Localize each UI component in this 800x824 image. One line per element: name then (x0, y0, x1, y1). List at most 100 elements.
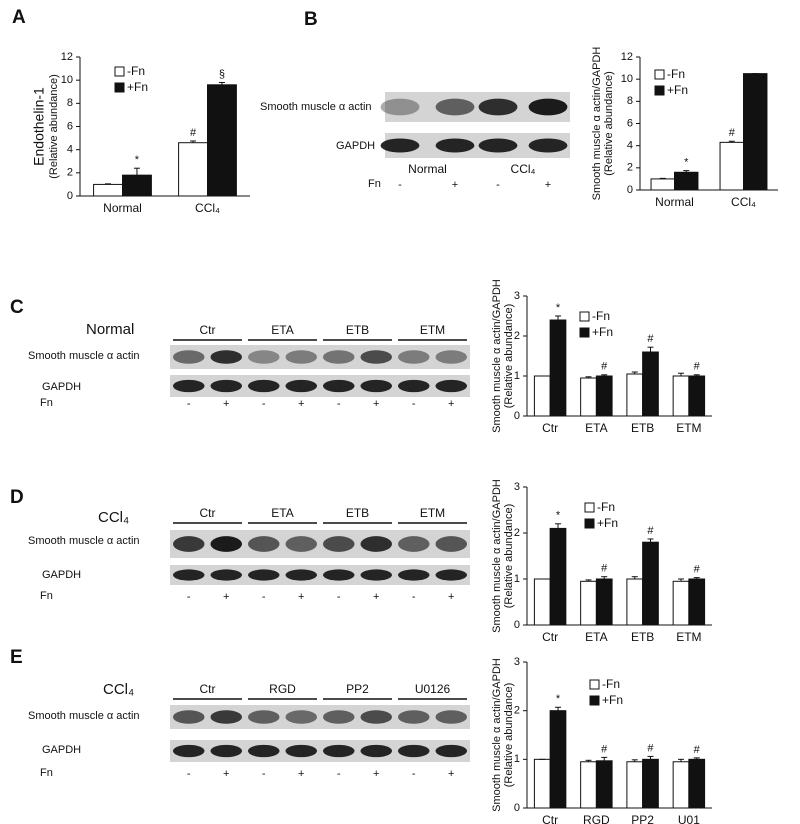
x-tick-label: Normal (103, 201, 142, 215)
fn-sign: + (298, 591, 304, 603)
y-tick-label: 1 (514, 573, 520, 585)
bar (533, 578, 551, 626)
y-axis-label: (Relative abundance) (503, 504, 515, 609)
significance-mark: # (601, 743, 608, 755)
blot-band (360, 744, 392, 758)
fn-sign: + (448, 768, 454, 780)
blot-band (360, 536, 392, 552)
blot-band (398, 744, 430, 758)
panel-letter: B (304, 9, 318, 30)
blot-band (360, 379, 392, 393)
blot-group-label: ETB (346, 323, 369, 337)
blot-band (285, 710, 317, 724)
blot-group-label: RGD (269, 682, 296, 696)
x-tick-label: ETB (631, 421, 654, 435)
y-axis-label: Smooth muscle α actin/GAPDH (491, 658, 503, 812)
y-tick-label: 3 (514, 656, 520, 668)
x-tick-label: U01 (678, 813, 700, 824)
blot-group-label: ETA (271, 323, 293, 337)
blot-band (248, 536, 280, 552)
blot-group-label: PP2 (346, 682, 369, 696)
y-tick-label: 12 (61, 51, 73, 63)
fn-sign: - (337, 398, 341, 410)
y-tick-label: 3 (514, 290, 520, 302)
y-tick-label: 10 (61, 74, 73, 86)
legend-label: -Fn (602, 677, 620, 691)
panel-letter: D (10, 487, 24, 508)
significance-mark: * (556, 693, 561, 705)
y-tick-label: 3 (514, 481, 520, 493)
x-tick-label: PP2 (631, 813, 654, 824)
y-tick-label: 6 (627, 117, 633, 129)
legend-label: +Fn (127, 80, 148, 94)
fn-sign: - (337, 591, 341, 603)
blot-band (210, 744, 242, 758)
legend-swatch (654, 69, 665, 80)
bar (626, 578, 644, 626)
blot-band (398, 379, 430, 393)
bar (549, 527, 567, 626)
blot-band (360, 350, 392, 364)
blot-band (398, 710, 430, 724)
blot-band (173, 350, 205, 364)
legend-label: -Fn (592, 309, 610, 323)
fn-sign: + (448, 591, 454, 603)
blot-band (285, 379, 317, 393)
x-tick-label: Normal (655, 195, 694, 209)
blot-group-label: ETA (271, 506, 293, 520)
blot-row-label: GAPDH (42, 569, 81, 581)
significance-mark: # (190, 127, 197, 139)
legend-label: +Fn (667, 83, 688, 97)
fn-sign: - (262, 398, 266, 410)
significance-mark: # (647, 333, 654, 345)
bar (533, 375, 551, 417)
blot-row-label: GAPDH (42, 381, 81, 393)
y-tick-label: 10 (621, 73, 633, 85)
blot-band (323, 379, 355, 393)
fn-sign: + (452, 179, 458, 191)
blot-band (435, 710, 467, 724)
y-tick-label: 0 (67, 190, 73, 202)
significance-mark: # (601, 563, 608, 575)
blot-band (435, 569, 467, 581)
bar (672, 375, 690, 417)
legend-swatch (589, 695, 600, 706)
bar (688, 758, 706, 809)
x-tick-label: Ctr (542, 630, 558, 644)
y-tick-label: 8 (67, 97, 73, 109)
blot-band (210, 536, 242, 552)
significance-mark: # (647, 742, 654, 754)
y-tick-label: 2 (627, 162, 633, 174)
legend-label: +Fn (602, 693, 623, 707)
blot-band (435, 138, 475, 153)
blot-group-label: ETM (420, 323, 445, 337)
blot-row-label: GAPDH (42, 744, 81, 756)
blot-row-label: Smooth muscle α actin (260, 101, 372, 113)
blot-band (380, 138, 420, 153)
blot-band (478, 138, 518, 153)
fn-label: Fn (40, 590, 53, 602)
blot-band (210, 710, 242, 724)
fn-sign: - (496, 179, 500, 191)
y-tick-label: 4 (627, 140, 633, 152)
blot-row-label: Smooth muscle α actin (28, 710, 140, 722)
significance-mark: * (556, 510, 561, 522)
fn-sign: - (412, 591, 416, 603)
fn-sign: - (187, 591, 191, 603)
bar (595, 375, 613, 417)
x-tick-label: RGD (583, 813, 610, 824)
fn-sign: + (373, 591, 379, 603)
blot-band (323, 744, 355, 758)
fn-label: Fn (40, 767, 53, 779)
blot-band (285, 350, 317, 364)
blot-band (173, 379, 205, 393)
blot-group-label: Ctr (200, 506, 216, 520)
blot-band (528, 138, 568, 153)
fn-sign: - (412, 398, 416, 410)
blot-band (210, 350, 242, 364)
significance-mark: * (684, 157, 689, 169)
blot-band (435, 98, 475, 116)
fn-sign: + (545, 179, 551, 191)
blot-band (398, 350, 430, 364)
y-axis-label: Smooth muscle α actin/GAPDH (491, 479, 503, 633)
